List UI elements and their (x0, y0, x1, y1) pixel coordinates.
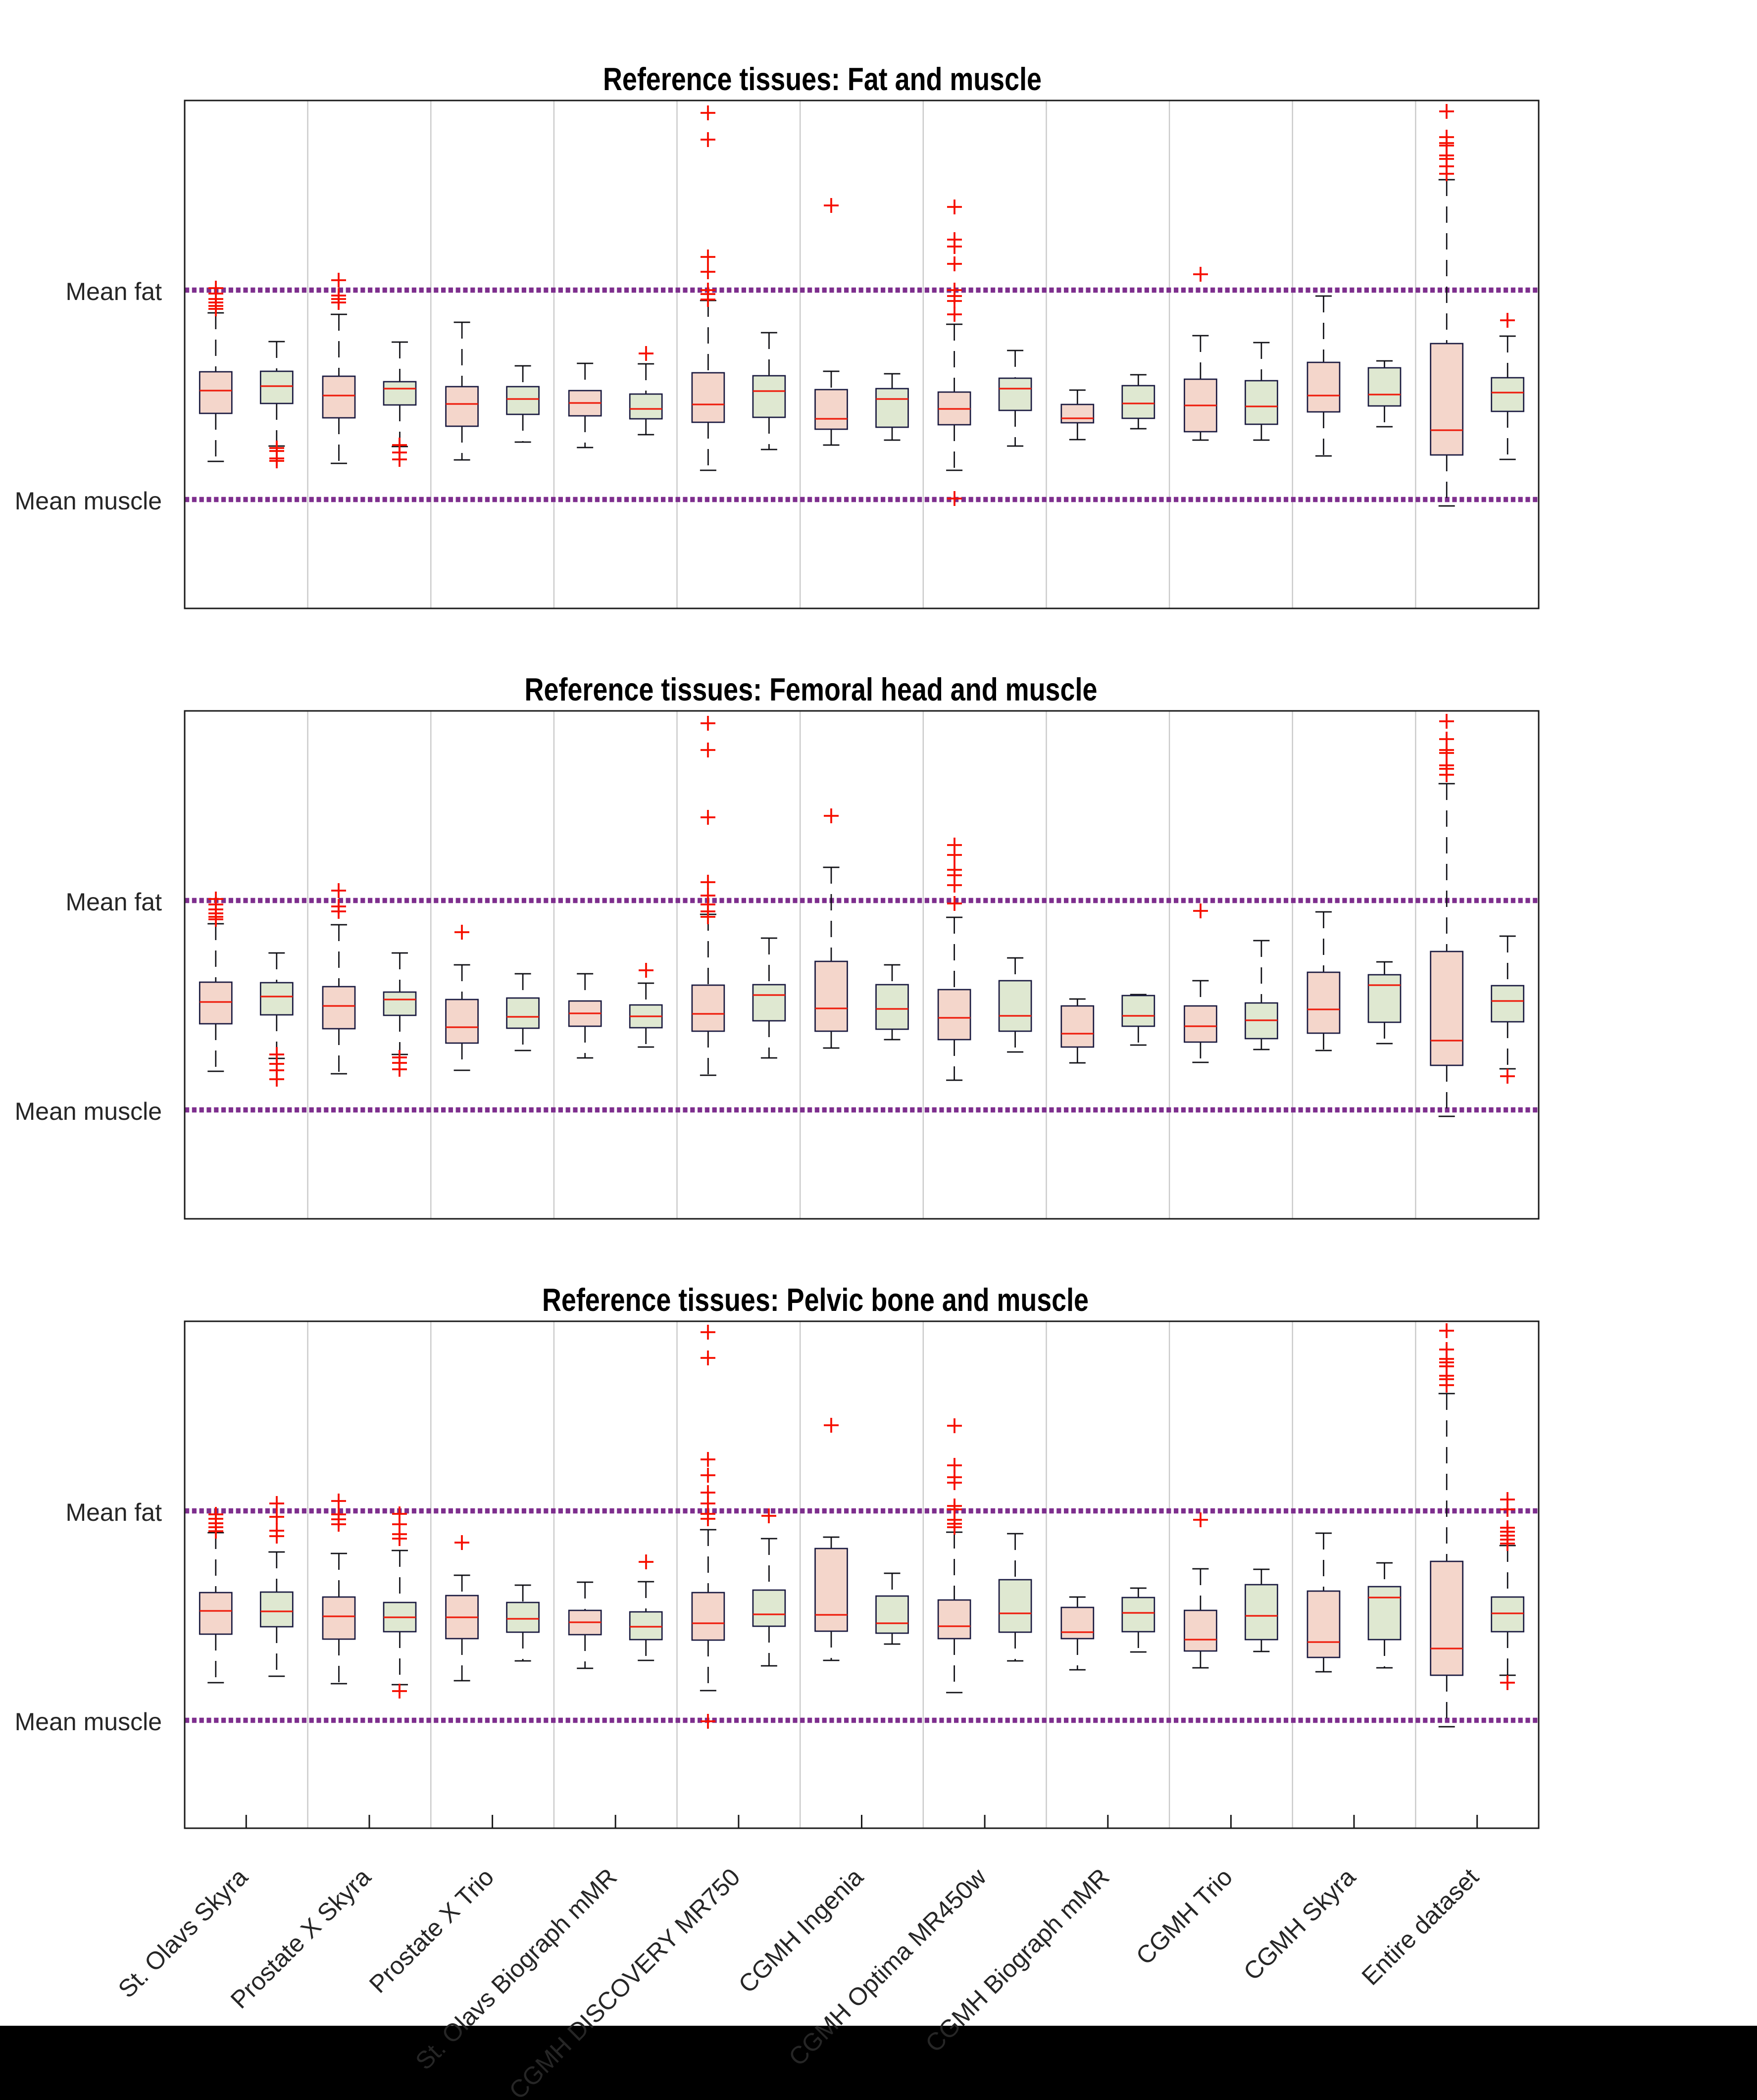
svg-text:Reference tissues: Femoral hea: Reference tissues: Femoral head and musc… (525, 671, 1098, 707)
svg-text:Mean muscle: Mean muscle (15, 1098, 162, 1125)
svg-text:Reference tissues: Fat and mus: Reference tissues: Fat and muscle (603, 61, 1042, 97)
svg-text:Mean fat: Mean fat (65, 278, 162, 305)
svg-text:Mean muscle: Mean muscle (15, 1708, 162, 1736)
svg-text:Mean fat: Mean fat (65, 888, 162, 916)
svg-text:Mean fat: Mean fat (65, 1499, 162, 1526)
svg-text:Reference tissues: Pelvic bone: Reference tissues: Pelvic bone and muscl… (542, 1282, 1089, 1318)
svg-text:Mean muscle: Mean muscle (15, 487, 162, 515)
